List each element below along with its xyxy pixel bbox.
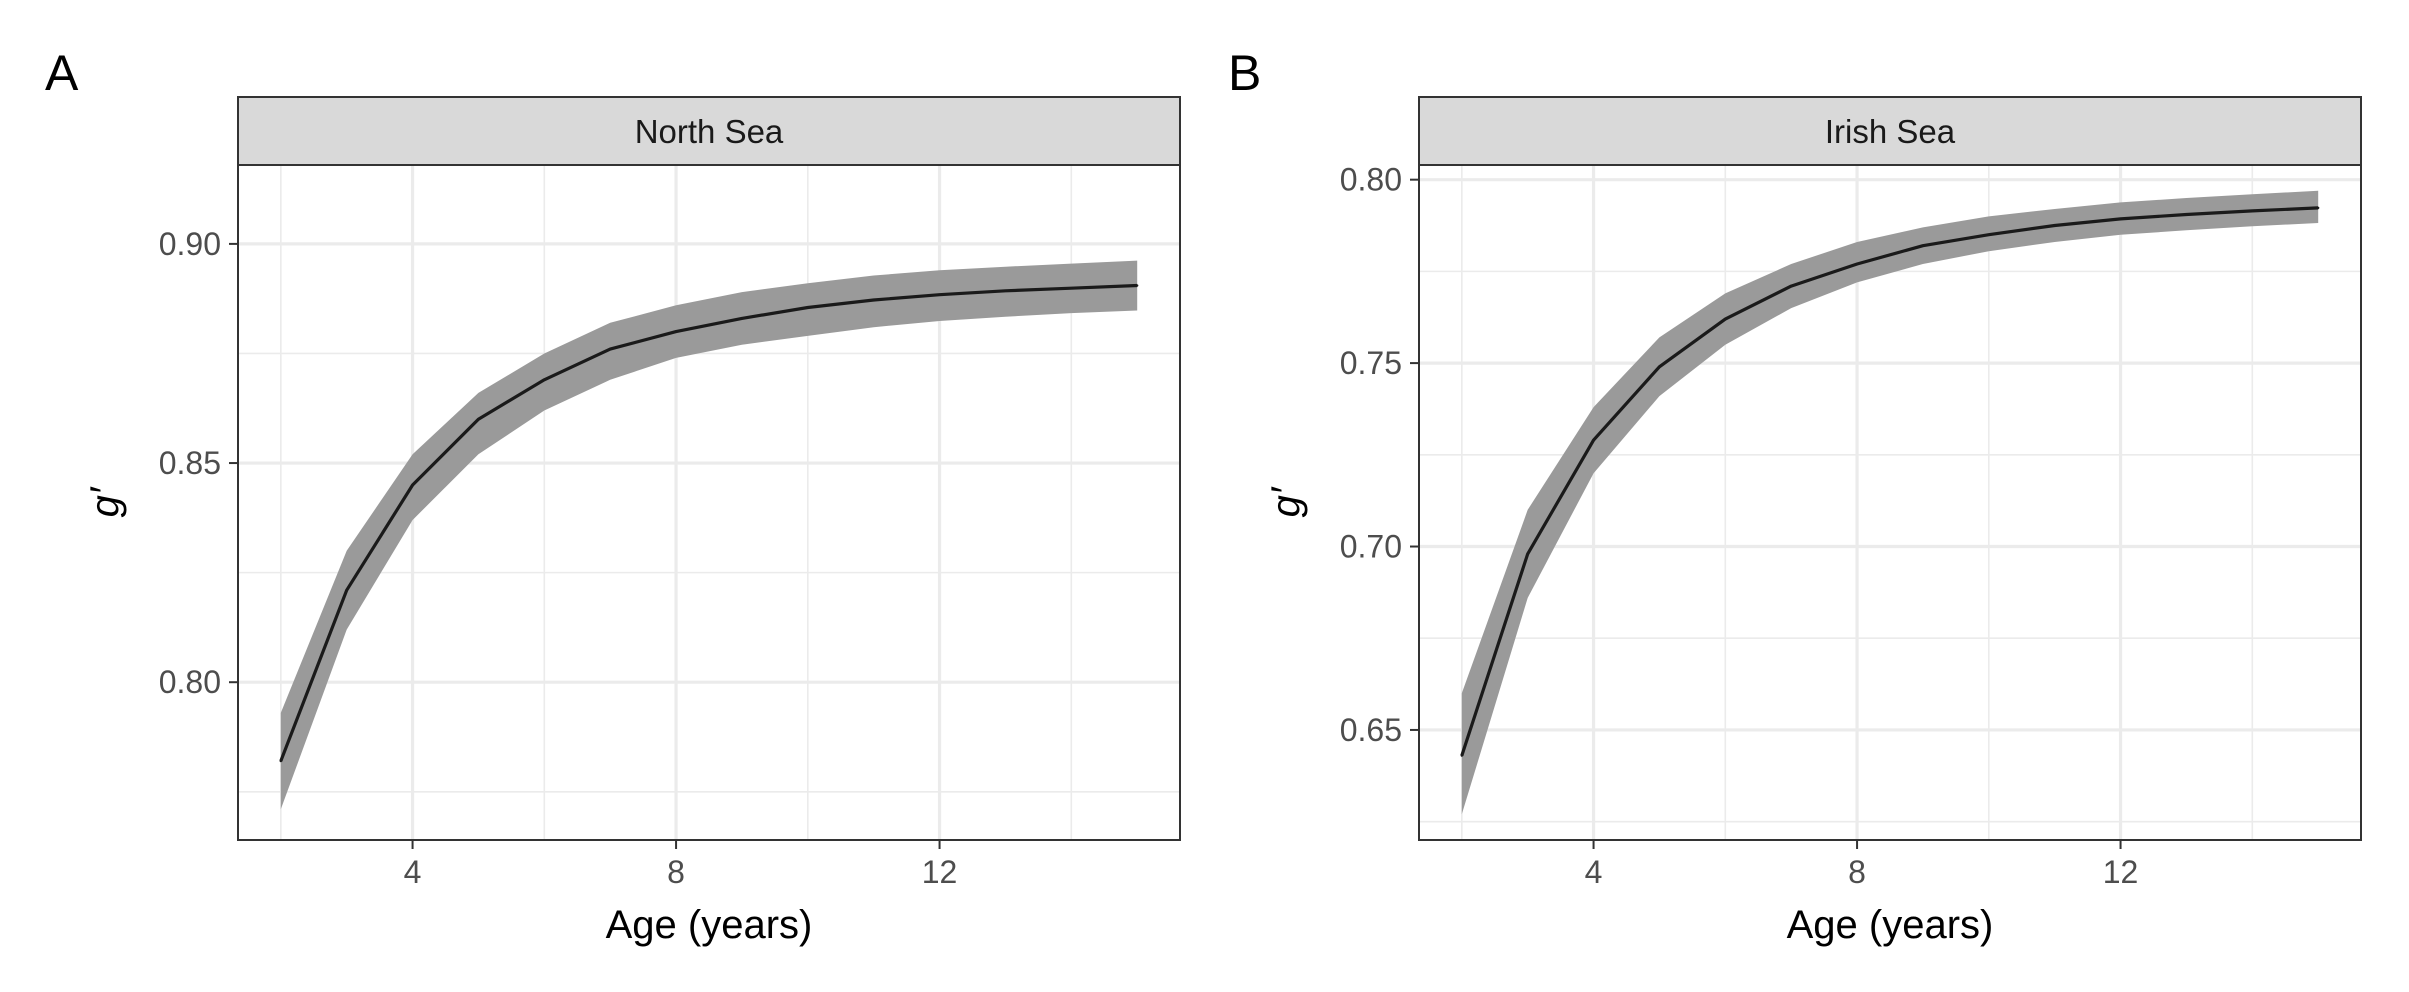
data-point — [740, 317, 744, 320]
panel-letter: A — [45, 45, 79, 101]
data-point — [674, 330, 678, 333]
y-tick-label: 0.80 — [1340, 162, 1402, 198]
data-point — [1460, 754, 1464, 757]
fitted-line — [1460, 206, 2319, 757]
x-tick-label: 8 — [1848, 854, 1866, 890]
data-point — [2251, 209, 2254, 213]
data-point — [279, 759, 283, 763]
data-point — [1789, 284, 1793, 288]
x-tick-label: 4 — [1585, 854, 1603, 890]
y-axis-title: g′ — [83, 486, 127, 517]
data-point — [1070, 286, 1073, 290]
confidence-ribbon — [1461, 190, 2319, 815]
data-point — [608, 347, 612, 351]
data-point — [1724, 317, 1727, 321]
data-point — [543, 378, 546, 381]
gridlines — [238, 165, 1180, 840]
y-tick-label: 0.80 — [159, 664, 221, 700]
facet-strip — [237, 96, 1181, 166]
x-axis: 4 8 12 Age (years) — [404, 840, 958, 947]
x-tick-label: 8 — [667, 854, 685, 890]
x-tick-label: 12 — [922, 854, 958, 890]
data-point — [1921, 244, 1925, 247]
panel-letter: B — [1228, 45, 1261, 101]
y-tick-label: 0.65 — [1340, 712, 1402, 748]
y-tick-label: 0.90 — [159, 226, 221, 262]
x-axis: 4 8 12 Age (years) — [1585, 840, 2139, 947]
x-axis-title: Age (years) — [1787, 903, 1994, 947]
data-point — [938, 293, 941, 296]
data-point — [806, 306, 810, 309]
data-point — [345, 588, 348, 592]
y-tick-label: 0.75 — [1340, 345, 1402, 381]
panel-b: B Irish Sea 4 8 12 Age (years) 0.65 0.70 0.75 0.8… — [1228, 45, 2362, 947]
y-tick-label: 0.70 — [1340, 529, 1402, 565]
y-axis: 0.65 0.70 0.75 0.80 g′ — [1264, 162, 1419, 748]
data-point — [1592, 438, 1595, 442]
y-axis-title: g′ — [1264, 486, 1308, 517]
facet-strip-label: North Sea — [635, 113, 784, 150]
data-point — [1987, 233, 1991, 236]
data-point — [1004, 289, 1007, 292]
data-point — [1526, 552, 1529, 556]
x-tick-label: 12 — [2103, 854, 2139, 890]
data-point — [2185, 213, 2188, 216]
y-tick-label: 0.85 — [159, 445, 221, 481]
data-point — [1658, 365, 1661, 368]
data-point — [1135, 284, 1139, 287]
confidence-ribbon — [280, 260, 1138, 810]
data-point — [2316, 206, 2320, 210]
x-axis-title: Age (years) — [606, 903, 813, 947]
y-axis: 0.80 0.85 0.90 g′ — [83, 226, 238, 700]
data-point — [2053, 224, 2056, 227]
x-tick-label: 4 — [404, 854, 422, 890]
panel-a: A North Sea 4 8 12 Age (years) 0.80 0.85 0.90 g′ — [45, 45, 1181, 947]
data-point — [2119, 217, 2122, 221]
data-point — [411, 483, 414, 487]
facet-strip-label: Irish Sea — [1825, 113, 1956, 150]
data-point — [477, 418, 480, 421]
data-points — [279, 284, 1139, 763]
facet-strip — [1418, 96, 2362, 166]
data-point — [1855, 262, 1859, 266]
data-point — [872, 298, 875, 302]
fitted-line — [279, 283, 1138, 762]
data-points — [1460, 206, 2320, 757]
